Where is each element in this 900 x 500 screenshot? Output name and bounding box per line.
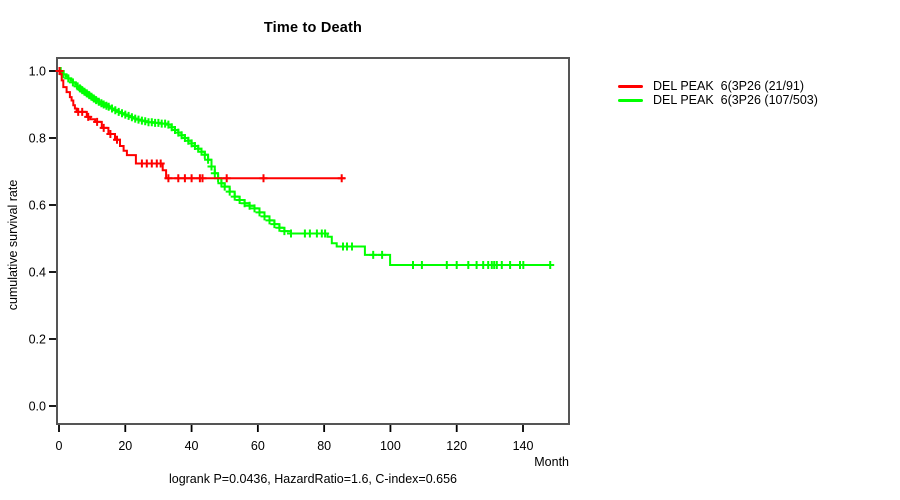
y-axis-tick-label: 0.6: [29, 199, 46, 213]
y-axis-tick-label: 0.0: [29, 400, 46, 414]
legend-line-red-swatch: [618, 85, 643, 89]
y-axis-tick-label: 1.0: [29, 65, 46, 79]
x-axis-title: Month: [534, 455, 569, 469]
y-axis-tick-label: 0.4: [29, 266, 46, 280]
censor-marks-0: [55, 67, 346, 183]
y-axis-tick-label: 0.8: [29, 132, 46, 146]
censor-marks-1: [56, 67, 555, 269]
legend: DEL PEAK 6(3P26 (21/91) DEL PEAK 6(3P26 …: [618, 79, 818, 108]
y-axis-tick-label: 0.2: [29, 333, 46, 347]
legend-row-group1: DEL PEAK 6(3P26 (21/91): [618, 79, 818, 94]
statistics-footnote: logrank P=0.0436, HazardRatio=1.6, C-ind…: [168, 472, 458, 486]
x-axis-tick-label: 140: [513, 439, 534, 453]
legend-label-group2: DEL PEAK 6(3P26 (107/503): [653, 92, 818, 107]
chart-title: Time to Death: [263, 20, 363, 36]
legend-row-group2: DEL PEAK 6(3P26 (107/503): [618, 92, 818, 108]
x-axis-tick-label: 100: [380, 439, 401, 453]
plot-frame: [56, 57, 570, 425]
x-axis-tick-label: 40: [185, 439, 199, 453]
x-axis-tick-label: 20: [118, 439, 132, 453]
x-axis-tick-label: 0: [56, 439, 63, 453]
legend-line-green-swatch: [618, 98, 643, 102]
survival-curve-0: [59, 70, 345, 180]
legend-label-group1: DEL PEAK 6(3P26 (21/91): [653, 79, 805, 93]
x-axis-tick-label: 60: [251, 439, 265, 453]
x-axis-tick-label: 120: [446, 439, 467, 453]
x-axis-tick-label: 80: [317, 439, 331, 453]
